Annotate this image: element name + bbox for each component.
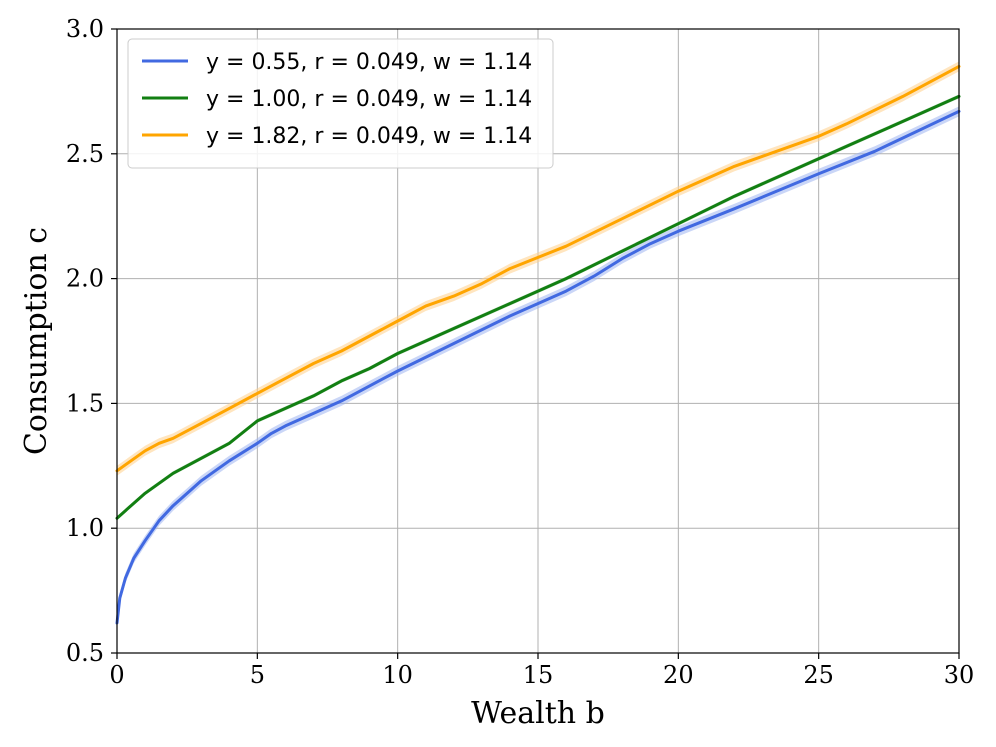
legend-label-3: y = 1.82, r = 0.049, w = 1.14	[206, 124, 532, 149]
y-tick-label: 0.5	[66, 639, 104, 667]
x-axis-label: Wealth b	[471, 696, 605, 731]
confidence-bands	[117, 61, 959, 628]
x-tick-label: 5	[250, 661, 265, 689]
y-tick-label: 2.5	[66, 140, 104, 168]
legend-items: y = 0.55, r = 0.049, w = 1.14 y = 1.00, r…	[142, 50, 532, 149]
y-tick-label: 1.5	[66, 389, 104, 417]
y-tick-label: 1.0	[66, 514, 104, 542]
x-tick-labels: 0 5 10 15 20 25 30	[109, 661, 974, 689]
legend-box	[127, 38, 554, 169]
x-tick-label: 0	[109, 661, 124, 689]
y-axis-label: Consumption c	[19, 227, 54, 455]
series-line-3	[115, 64, 961, 473]
y-tick-label: 2.0	[66, 265, 104, 293]
x-tick-label: 15	[523, 661, 554, 689]
legend-label-1: y = 0.55, r = 0.049, w = 1.14	[206, 50, 532, 75]
y-tick-label: 3.0	[66, 15, 104, 43]
legend-label-2: y = 1.00, r = 0.049, w = 1.14	[206, 87, 532, 112]
tick-marks	[111, 28, 960, 659]
series-line-1	[115, 109, 961, 625]
x-tick-label: 10	[382, 661, 413, 689]
series-lines	[115, 64, 961, 625]
y-tick-labels: 0.5 1.0 1.5 2.0 2.5 3.0	[66, 15, 104, 667]
series-band-3	[117, 61, 959, 476]
x-tick-label: 30	[944, 661, 975, 689]
x-tick-label: 20	[663, 661, 694, 689]
x-tick-label: 25	[803, 661, 834, 689]
series-line-2	[115, 94, 961, 520]
legend: y = 0.55, r = 0.049, w = 1.14 y = 1.00, r…	[127, 38, 554, 169]
